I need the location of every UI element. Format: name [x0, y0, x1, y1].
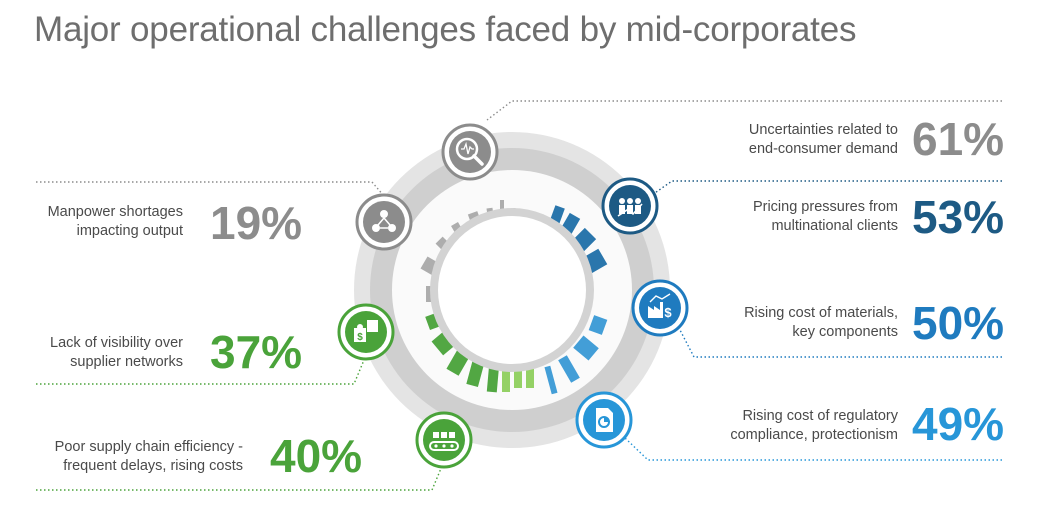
challenge-value-visibility: 37% [210, 326, 303, 378]
challenge-label-regulatory: Rising cost of regulatory compliance, pr… [730, 408, 898, 443]
puzzle-icon: $ [337, 303, 395, 361]
challenge-value-regulatory: 49% [912, 398, 1005, 450]
people-network-icon [355, 193, 413, 251]
challenge-value-demand: 61% [912, 113, 1005, 165]
challenge-label-pricing: Pricing pressures from multinational cli… [752, 199, 898, 234]
challenge-label-manpower: Manpower shortages impacting output [47, 204, 183, 239]
search-chart-icon [441, 123, 499, 181]
challenge-value-efficiency: 40% [270, 430, 363, 482]
svg-text:$: $ [664, 305, 672, 320]
conveyor-icon [415, 411, 473, 469]
challenge-value-pricing: 53% [912, 191, 1005, 243]
page-title: Major operational challenges faced by mi… [34, 10, 857, 49]
leader-line-efficiency [36, 465, 443, 491]
challenge-label-materials: Rising cost of materials, key components [744, 305, 898, 340]
challenge-label-demand: Uncertainties related to end-consumer de… [748, 122, 898, 157]
challenge-value-materials: 50% [912, 297, 1005, 349]
svg-text:$: $ [357, 332, 363, 343]
challenge-value-manpower: 19% [210, 197, 303, 249]
leader-line-manpower [36, 181, 385, 197]
factory-cost-icon: $ [631, 279, 689, 337]
team-growth-icon [601, 177, 659, 235]
challenge-label-efficiency: Poor supply chain efficiency - frequent … [54, 439, 243, 474]
leader-line-materials [679, 329, 1002, 358]
challenge-label-visibility: Lack of visibility over supplier network… [50, 335, 183, 370]
document-icon [575, 391, 633, 449]
